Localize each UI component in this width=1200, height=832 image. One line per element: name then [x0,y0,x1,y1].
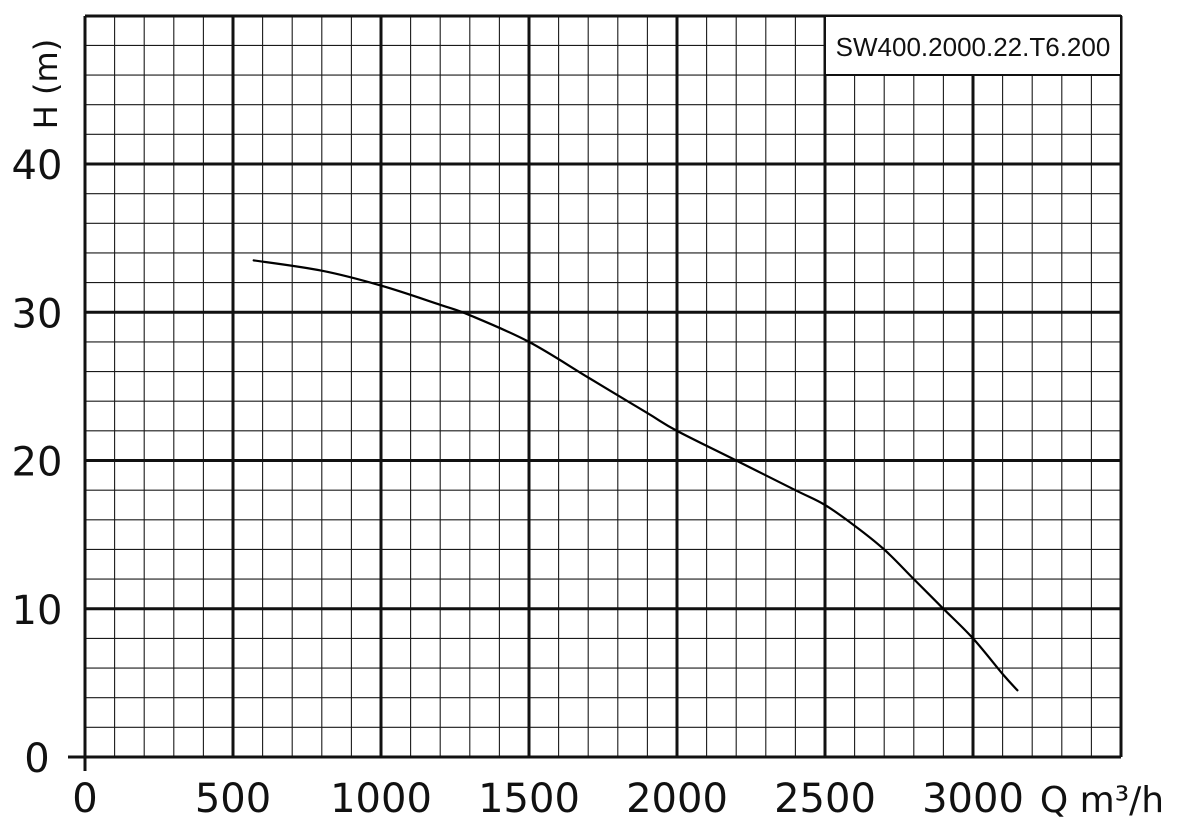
y-tick-label: 20 [12,440,63,486]
x-axis-label: Q m³/h [1040,780,1164,821]
y-tick-label: 40 [12,143,63,189]
pump-curve-line [252,259,1019,692]
x-tick-label: 1500 [478,776,580,822]
x-tick-label: 2000 [626,776,728,822]
chart-labels: H (m) Q m³/h SW400.2000.22.T6.200 [27,15,1164,821]
chart-title: SW400.2000.22.T6.200 [836,32,1111,62]
x-tick-label: 2500 [774,776,876,822]
y-tick-label: 0 [24,736,49,782]
x-tick-labels: 0 500 1000 1500 2000 2500 3000 [72,776,1024,822]
y-tick-labels: 0 10 20 30 40 [12,143,63,782]
y-axis-label: H (m) [27,39,65,129]
x-tick-label: 3000 [922,776,1024,822]
y-tick-label: 10 [12,588,63,634]
series-group [252,259,1019,692]
plot-frame [68,14,1123,771]
major-grid [85,16,1121,757]
x-tick-label: 0 [72,776,97,822]
model-label-box [824,15,1122,76]
x-tick-label: 500 [195,776,271,822]
y-tick-label: 30 [12,291,63,337]
x-tick-label: 1000 [330,776,432,822]
